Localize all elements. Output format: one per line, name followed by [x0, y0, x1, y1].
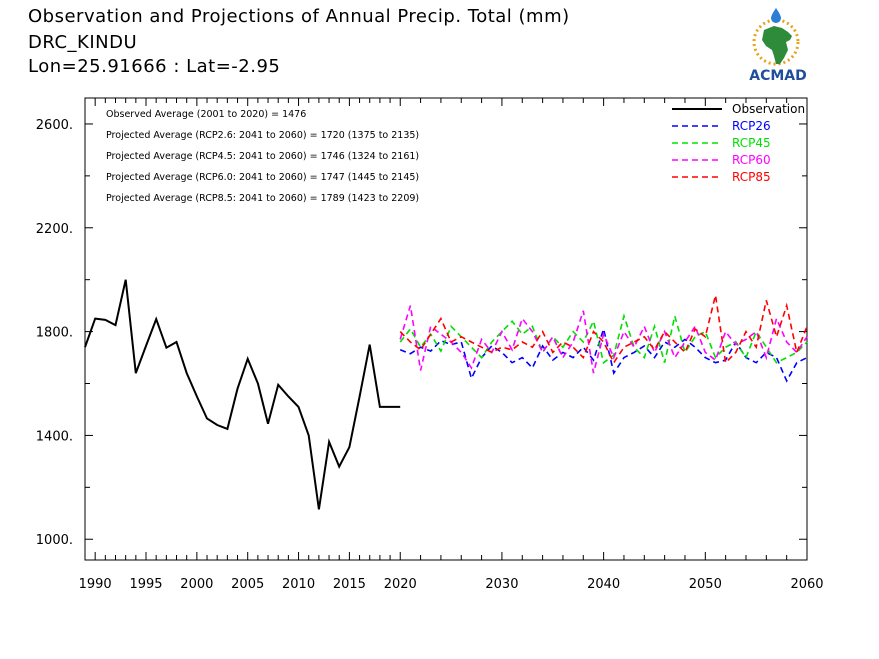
annotation-line: Projected Average (RCP8.5: 2041 to 2060)…: [106, 193, 419, 204]
series-observation: [84, 279, 401, 510]
logo-rays: [752, 18, 800, 66]
annotation-line: Observed Average (2001 to 2020) = 1476: [106, 109, 306, 120]
series-rcp26: [399, 326, 808, 383]
y-tick-label: 2200.: [36, 222, 73, 237]
legend-label: RCP45: [732, 136, 771, 150]
x-tick-label: 2030: [485, 577, 518, 592]
series-lines: [84, 279, 808, 510]
plot-frame: [84, 97, 808, 561]
chart-title: Observation and Projections of Annual Pr…: [28, 6, 570, 27]
y-tick-label: 2600.: [36, 118, 73, 133]
x-tick-label: 2015: [333, 577, 366, 592]
annotation-line: Projected Average (RCP2.6: 2041 to 2060)…: [106, 130, 419, 141]
y-tick-label: 1400.: [36, 429, 73, 444]
station-coordinates: Lon=25.91666 : Lat=-2.95: [28, 56, 281, 77]
plot-border: [84, 97, 808, 561]
annotation-block: Observed Average (2001 to 2020) = 1476 Pr…: [106, 109, 419, 204]
y-axis-labels: 1000. 1400. 1800. 2200. 2600.: [36, 118, 73, 548]
series-rcp60: [399, 305, 808, 374]
x-tick-label: 2010: [282, 577, 315, 592]
legend-label: RCP60: [732, 153, 771, 167]
logo-drop: [771, 8, 781, 23]
acmad-logo: ACMAD: [749, 8, 807, 84]
x-tick-label: 2040: [587, 577, 620, 592]
x-tick-label: 1990: [79, 577, 112, 592]
y-tick-label: 1800.: [36, 326, 73, 341]
x-tick-label: 2000: [180, 577, 213, 592]
annotation-line: Projected Average (RCP6.0: 2041 to 2060)…: [106, 172, 419, 183]
x-tick-label: 2020: [384, 577, 417, 592]
series-rcp85: [399, 295, 808, 365]
annotation-line: Projected Average (RCP4.5: 2041 to 2060)…: [106, 151, 419, 162]
legend-label: RCP26: [732, 119, 771, 133]
legend-label: Observation: [732, 102, 805, 116]
axis-ticks: [85, 98, 808, 560]
x-tick-label: 1995: [129, 577, 162, 592]
logo-africa-shape: [762, 26, 792, 64]
legend-label: RCP85: [732, 170, 771, 184]
series-rcp45: [399, 313, 808, 365]
legend: Observation RCP26 RCP45 RCP60 RCP85: [672, 102, 805, 184]
station-name: DRC_KINDU: [28, 32, 138, 53]
x-tick-label: 2050: [689, 577, 722, 592]
x-axis-labels: 1990 1995 2000 2005 2010 2015 2020 2030 2040 2050…: [79, 577, 824, 592]
y-tick-label: 1000.: [36, 533, 73, 548]
logo-text: ACMAD: [749, 68, 807, 84]
x-tick-label: 2005: [231, 577, 264, 592]
x-tick-label: 2060: [790, 577, 823, 592]
